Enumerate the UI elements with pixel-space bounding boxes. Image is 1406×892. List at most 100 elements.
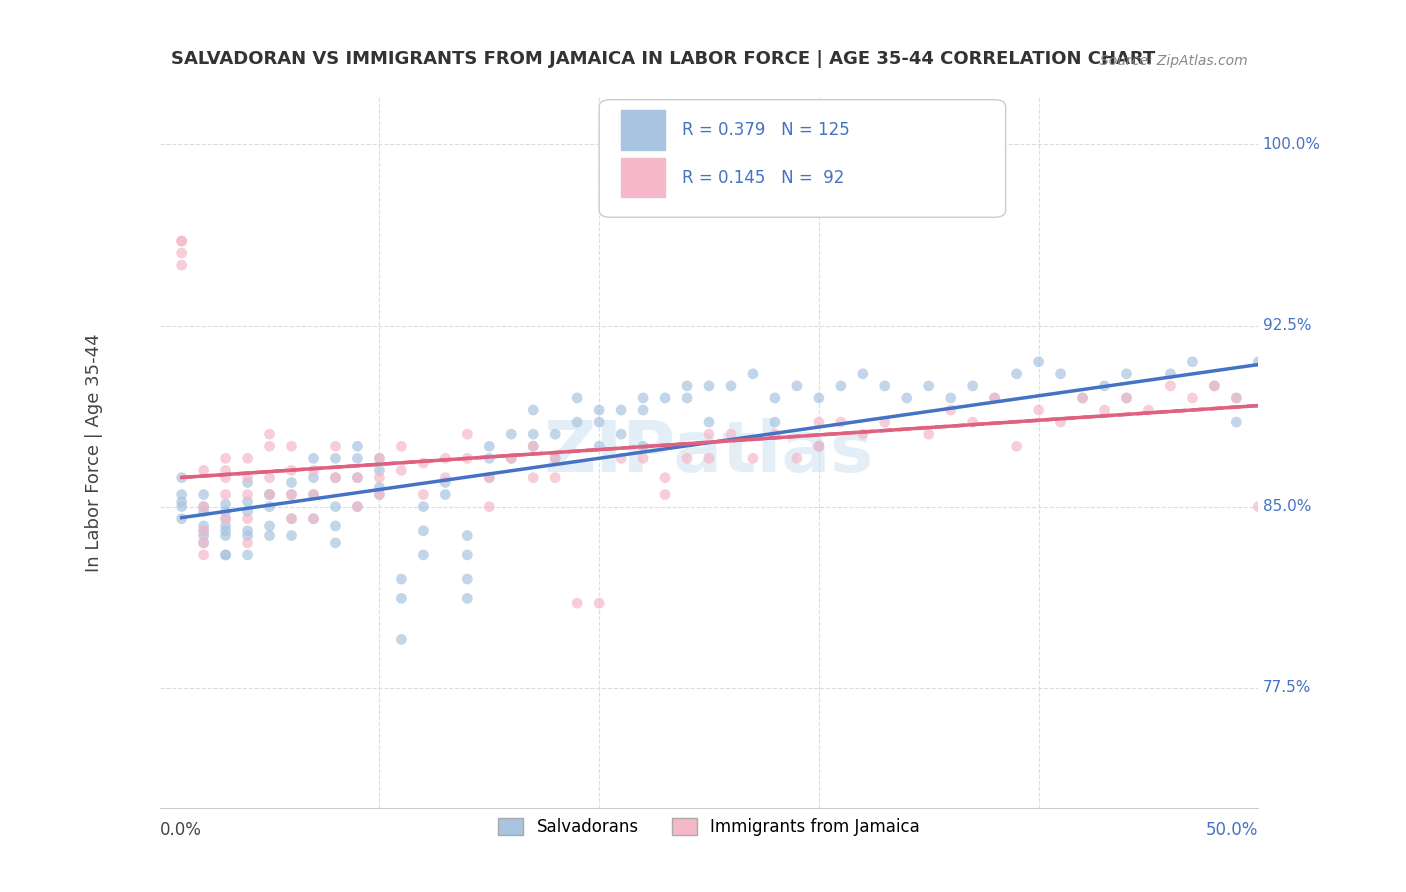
- Text: 50.0%: 50.0%: [1206, 821, 1258, 838]
- Point: [501, 451, 523, 466]
- Point: [214, 463, 236, 477]
- Point: [259, 500, 281, 514]
- Point: [1225, 391, 1247, 405]
- Point: [170, 234, 193, 248]
- Point: [1400, 367, 1406, 381]
- Point: [588, 403, 610, 417]
- Point: [610, 427, 633, 442]
- Point: [1204, 379, 1226, 393]
- Point: [236, 470, 259, 484]
- Point: [1247, 500, 1270, 514]
- Point: [193, 504, 215, 518]
- Point: [259, 439, 281, 453]
- Text: 85.0%: 85.0%: [1263, 500, 1312, 514]
- Point: [1028, 403, 1050, 417]
- Point: [1291, 330, 1313, 344]
- Point: [259, 470, 281, 484]
- Point: [1270, 355, 1292, 369]
- Point: [918, 379, 941, 393]
- Point: [522, 403, 544, 417]
- Point: [567, 391, 589, 405]
- Point: [259, 487, 281, 501]
- Point: [302, 487, 325, 501]
- Text: 77.5%: 77.5%: [1263, 681, 1312, 695]
- Point: [1049, 367, 1071, 381]
- Point: [1181, 355, 1204, 369]
- Point: [983, 391, 1005, 405]
- Point: [742, 451, 765, 466]
- Point: [302, 512, 325, 526]
- Point: [193, 519, 215, 533]
- Point: [873, 415, 896, 429]
- Point: [983, 391, 1005, 405]
- Point: [588, 439, 610, 453]
- Point: [456, 572, 478, 586]
- Point: [478, 439, 501, 453]
- Point: [236, 504, 259, 518]
- Point: [1049, 415, 1071, 429]
- Point: [236, 524, 259, 538]
- Point: [697, 451, 720, 466]
- Point: [170, 487, 193, 501]
- Text: R = 0.145   N =  92: R = 0.145 N = 92: [682, 169, 844, 187]
- Point: [346, 470, 368, 484]
- Point: [522, 427, 544, 442]
- Point: [522, 439, 544, 453]
- Point: [214, 512, 236, 526]
- Point: [259, 519, 281, 533]
- Point: [214, 512, 236, 526]
- Point: [280, 475, 302, 490]
- Point: [697, 415, 720, 429]
- Point: [389, 439, 412, 453]
- Point: [939, 403, 962, 417]
- Text: 0.0%: 0.0%: [160, 821, 201, 838]
- Point: [214, 528, 236, 542]
- Point: [610, 451, 633, 466]
- Point: [742, 367, 765, 381]
- Point: [325, 500, 347, 514]
- Point: [214, 519, 236, 533]
- Point: [193, 528, 215, 542]
- Point: [280, 512, 302, 526]
- Point: [697, 379, 720, 393]
- Point: [1181, 391, 1204, 405]
- Point: [325, 439, 347, 453]
- Point: [1225, 415, 1247, 429]
- Point: [193, 548, 215, 562]
- Point: [280, 528, 302, 542]
- Point: [807, 439, 830, 453]
- Point: [325, 470, 347, 484]
- Point: [412, 456, 434, 470]
- Point: [676, 379, 699, 393]
- Point: [325, 470, 347, 484]
- Point: [939, 391, 962, 405]
- Point: [302, 470, 325, 484]
- Point: [544, 427, 567, 442]
- Point: [1115, 391, 1137, 405]
- Point: [280, 487, 302, 501]
- Point: [544, 451, 567, 466]
- Point: [280, 512, 302, 526]
- Point: [456, 591, 478, 606]
- Point: [170, 500, 193, 514]
- Point: [478, 500, 501, 514]
- Point: [236, 451, 259, 466]
- Point: [1071, 391, 1094, 405]
- Point: [456, 528, 478, 542]
- Point: [346, 500, 368, 514]
- Point: [302, 512, 325, 526]
- Point: [389, 591, 412, 606]
- Point: [1028, 355, 1050, 369]
- Point: [236, 536, 259, 550]
- Point: [412, 487, 434, 501]
- Point: [214, 548, 236, 562]
- Point: [193, 500, 215, 514]
- Point: [434, 451, 457, 466]
- Point: [962, 379, 984, 393]
- Bar: [621, 158, 665, 197]
- Point: [302, 487, 325, 501]
- Point: [1204, 379, 1226, 393]
- Point: [214, 524, 236, 538]
- Point: [1313, 379, 1336, 393]
- Point: [368, 463, 391, 477]
